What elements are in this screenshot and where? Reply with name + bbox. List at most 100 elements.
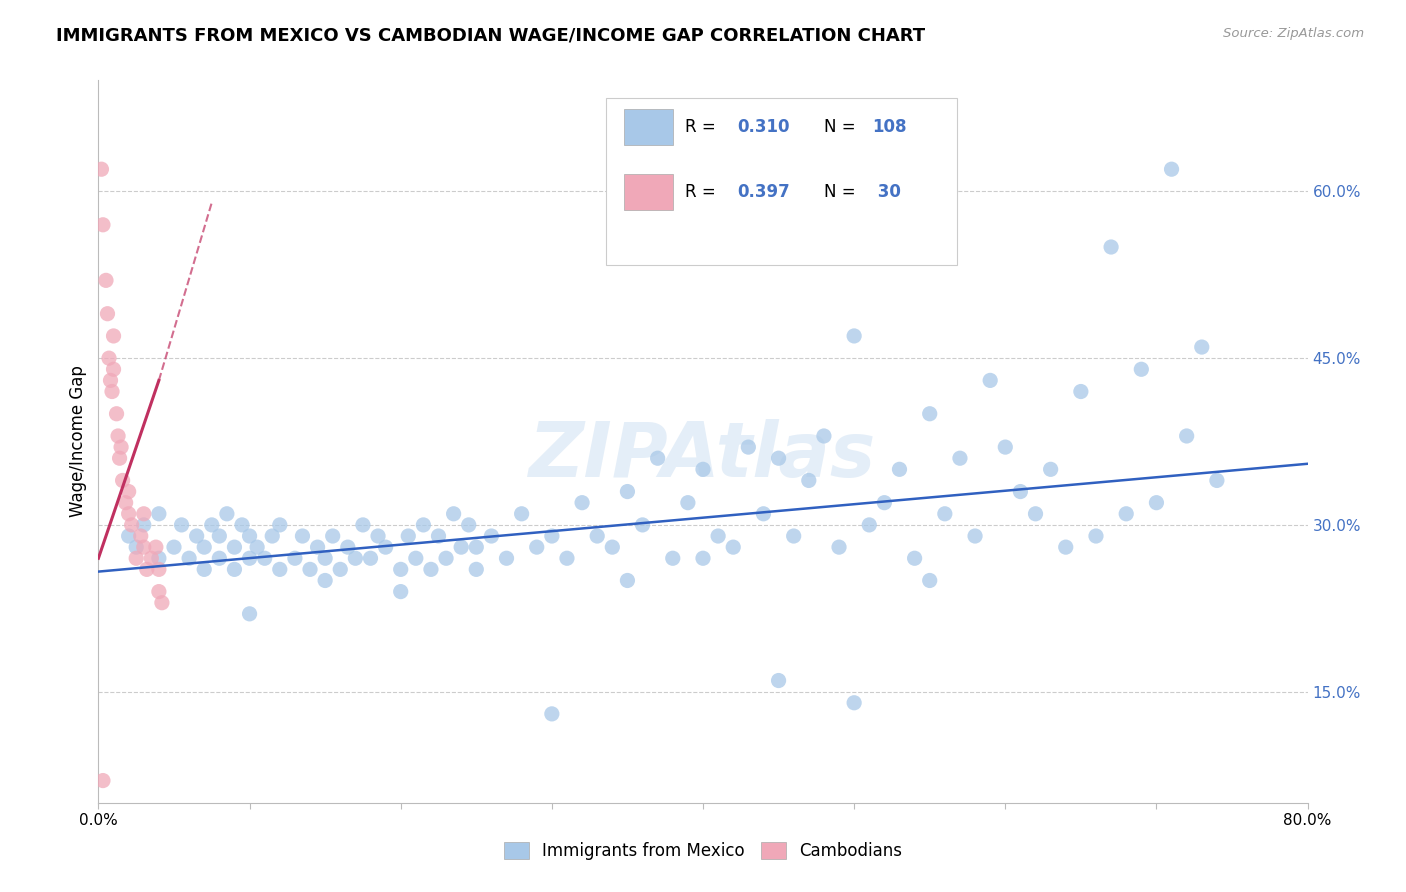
Point (586, 529, 609, 543)
Point (129, 529, 152, 543)
Point (1144, 496, 1167, 510)
Point (631, 517, 654, 532)
Point (135, 562, 157, 576)
Point (873, 496, 896, 510)
Point (692, 462, 714, 476)
Point (269, 562, 291, 576)
Point (1099, 240, 1122, 254)
Point (96, 307, 118, 321)
Point (571, 496, 593, 510)
Point (284, 551, 307, 566)
Point (707, 529, 730, 543)
Point (170, 517, 193, 532)
Y-axis label: Wage/Income Gap: Wage/Income Gap (69, 366, 87, 517)
Point (186, 529, 208, 543)
Point (1130, 362, 1153, 376)
Point (105, 407, 128, 421)
Point (994, 440, 1017, 454)
Point (94, 273, 117, 287)
Point (1010, 484, 1032, 499)
Point (208, 529, 231, 543)
Point (427, 529, 450, 543)
Point (132, 507, 155, 521)
Point (118, 507, 141, 521)
Point (91, 773, 114, 788)
Point (224, 540, 246, 554)
Point (125, 551, 148, 566)
Point (239, 551, 262, 566)
Point (858, 517, 880, 532)
Point (193, 540, 215, 554)
Point (239, 607, 262, 621)
Point (540, 706, 562, 721)
Point (1191, 340, 1213, 354)
Point (979, 373, 1001, 387)
Point (676, 496, 699, 510)
Point (314, 574, 336, 588)
Point (389, 562, 412, 576)
Point (262, 529, 284, 543)
Text: 0.310: 0.310 (737, 119, 789, 136)
Point (103, 329, 125, 343)
Point (457, 517, 479, 532)
Point (481, 529, 503, 543)
Point (150, 596, 173, 610)
Legend: Immigrants from Mexico, Cambodians: Immigrants from Mexico, Cambodians (496, 835, 910, 867)
Point (844, 329, 866, 343)
Point (1175, 429, 1198, 443)
Point (510, 507, 533, 521)
Point (253, 551, 276, 566)
Point (813, 429, 835, 443)
Point (1024, 507, 1046, 521)
Point (616, 484, 638, 499)
Text: 30: 30 (872, 183, 901, 202)
Text: 108: 108 (872, 119, 907, 136)
Point (141, 551, 163, 566)
Point (1039, 462, 1062, 476)
Point (96, 829, 118, 843)
Point (118, 484, 141, 499)
Text: N =: N = (824, 119, 860, 136)
Point (100, 373, 122, 387)
Point (1206, 474, 1229, 488)
Point (125, 540, 148, 554)
Point (555, 551, 578, 566)
Text: IMMIGRANTS FROM MEXICO VS CAMBODIAN WAGE/INCOME GAP CORRELATION CHART: IMMIGRANTS FROM MEXICO VS CAMBODIAN WAGE… (56, 27, 925, 45)
Point (110, 440, 132, 454)
Point (661, 551, 683, 566)
Point (114, 496, 136, 510)
Point (768, 451, 790, 466)
Text: Source: ZipAtlas.com: Source: ZipAtlas.com (1223, 27, 1364, 40)
Point (314, 551, 336, 566)
Point (889, 462, 911, 476)
FancyBboxPatch shape (624, 174, 672, 211)
Point (949, 451, 972, 466)
Point (307, 540, 329, 554)
Point (737, 440, 759, 454)
Point (108, 451, 131, 466)
Point (269, 517, 291, 532)
Point (495, 551, 517, 566)
Point (336, 540, 359, 554)
Point (904, 551, 927, 566)
Point (132, 517, 155, 532)
Point (103, 362, 125, 376)
Point (344, 551, 367, 566)
Point (692, 551, 714, 566)
Point (450, 540, 472, 554)
Point (1054, 540, 1077, 554)
Text: R =: R = (685, 119, 721, 136)
Point (1085, 529, 1108, 543)
Point (526, 540, 548, 554)
Point (434, 551, 457, 566)
Point (163, 540, 186, 554)
Point (934, 507, 956, 521)
Point (291, 529, 314, 543)
Point (465, 562, 488, 576)
Point (215, 507, 238, 521)
Point (412, 517, 434, 532)
Point (246, 540, 269, 554)
Point (352, 517, 374, 532)
Point (768, 673, 790, 688)
Point (797, 474, 820, 488)
